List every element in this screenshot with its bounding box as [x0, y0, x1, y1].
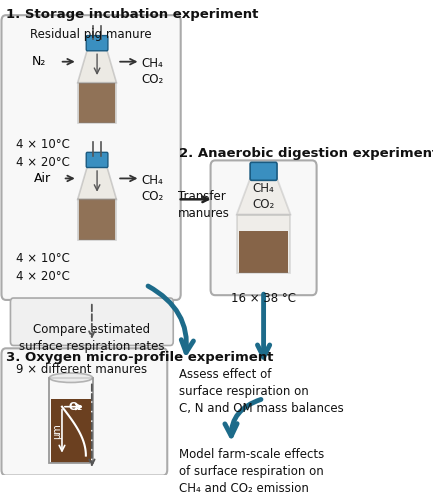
FancyBboxPatch shape	[250, 162, 277, 180]
FancyBboxPatch shape	[78, 200, 116, 240]
Text: 3. Oxygen micro-profile experiment: 3. Oxygen micro-profile experiment	[6, 351, 273, 364]
Text: N₂: N₂	[32, 55, 46, 68]
Text: 4 × 10°C
4 × 20°C: 4 × 10°C 4 × 20°C	[16, 138, 70, 168]
Text: CH₄
CO₂: CH₄ CO₂	[252, 182, 275, 211]
FancyBboxPatch shape	[79, 200, 115, 240]
FancyBboxPatch shape	[86, 152, 108, 168]
Polygon shape	[78, 166, 116, 200]
FancyBboxPatch shape	[78, 82, 116, 124]
Text: O₂: O₂	[68, 402, 83, 411]
FancyBboxPatch shape	[1, 348, 167, 476]
Text: Compare estimated
surface respiration rates: Compare estimated surface respiration ra…	[19, 322, 165, 352]
Ellipse shape	[49, 373, 93, 382]
FancyBboxPatch shape	[79, 82, 115, 124]
Text: CH₄
CO₂: CH₄ CO₂	[142, 174, 164, 203]
Text: Air: Air	[34, 172, 51, 185]
Text: 16 × 38 °C: 16 × 38 °C	[231, 292, 296, 306]
FancyBboxPatch shape	[86, 36, 108, 51]
Polygon shape	[237, 178, 291, 214]
Text: 9 × different manures: 9 × different manures	[16, 362, 148, 376]
Text: CH₄
CO₂: CH₄ CO₂	[142, 57, 164, 86]
Text: 1. Storage incubation experiment: 1. Storage incubation experiment	[6, 8, 259, 20]
Text: Model farm-scale effects
of surface respiration on
CH₄ and CO₂ emission: Model farm-scale effects of surface resp…	[179, 448, 324, 495]
FancyBboxPatch shape	[210, 160, 317, 295]
Text: μm: μm	[52, 424, 62, 439]
FancyBboxPatch shape	[10, 298, 173, 346]
Bar	[239, 230, 288, 274]
Text: Transfer
manures: Transfer manures	[178, 190, 229, 220]
FancyBboxPatch shape	[237, 214, 291, 274]
Text: 4 × 10°C
4 × 20°C: 4 × 10°C 4 × 20°C	[16, 252, 70, 282]
Text: Assess effect of
surface respiration on
C, N and OM mass balances: Assess effect of surface respiration on …	[179, 368, 344, 416]
Bar	[51, 399, 91, 463]
Polygon shape	[78, 50, 116, 82]
FancyBboxPatch shape	[1, 15, 181, 300]
Text: Residual pig manure: Residual pig manure	[30, 28, 152, 42]
Text: 2. Anaerobic digestion experiment: 2. Anaerobic digestion experiment	[179, 147, 433, 160]
